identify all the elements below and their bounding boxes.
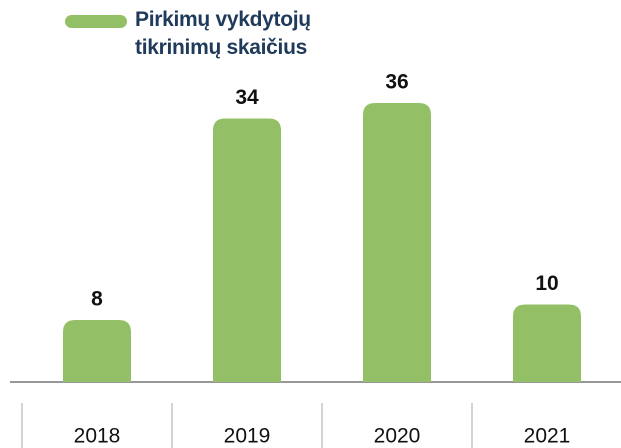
- x-tick-label: 2020: [374, 425, 421, 448]
- value-label: 34: [235, 86, 259, 109]
- bar: [513, 304, 581, 382]
- legend-label: Pirkimų vykdytojų tikrinimų skaičius: [135, 8, 311, 59]
- x-tick-label: 2021: [524, 425, 571, 448]
- bar: [63, 320, 131, 382]
- legend-swatch: [65, 15, 127, 28]
- value-label: 8: [91, 288, 103, 311]
- bar: [213, 118, 281, 382]
- value-label: 36: [385, 71, 408, 94]
- x-tick-label: 2018: [74, 425, 121, 448]
- value-label: 10: [535, 272, 558, 295]
- x-tick-label: 2019: [224, 425, 271, 448]
- bar: [363, 103, 431, 382]
